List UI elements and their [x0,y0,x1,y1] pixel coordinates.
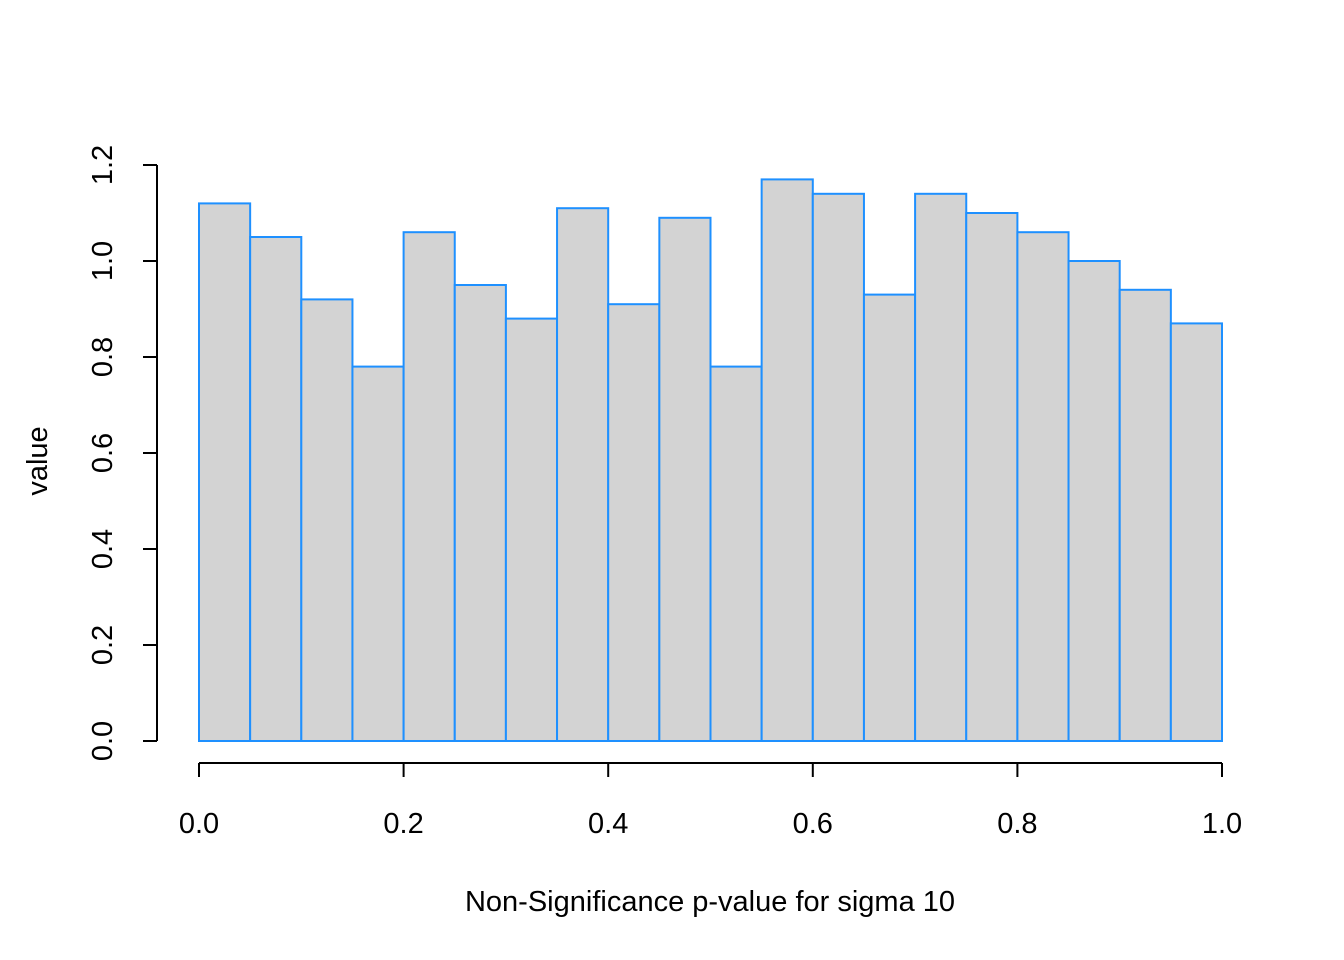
y-tick-label-5: 1.0 [87,241,119,281]
bar-11 [760,178,814,742]
bar-9 [658,216,712,743]
bar-16 [1016,231,1070,742]
bar-14 [914,192,968,743]
bar-17 [1067,260,1121,742]
y-tick-label-4: 0.8 [87,337,119,377]
y-tick-label-3: 0.6 [87,433,119,473]
bar-10 [709,365,763,742]
x-tick-label-2: 0.4 [588,808,628,840]
bar-15 [965,212,1019,742]
y-tick-label-0: 0.0 [87,721,119,761]
bar-8 [607,303,661,742]
bar-13 [862,293,917,742]
x-tick-label-0: 0.0 [179,808,219,840]
bar-6 [504,317,559,742]
bar-2 [300,298,354,742]
bar-19 [1169,322,1223,742]
bar-0 [198,202,252,742]
bar-12 [811,192,865,743]
x-axis-title: Non-Significance p-value for sigma 10 [465,886,955,918]
y-tick-label-1: 0.2 [87,625,119,665]
y-tick-label-2: 0.4 [87,529,119,569]
bar-3 [351,365,405,742]
bar-1 [249,236,303,742]
y-tick-label-6: 1.2 [87,145,119,185]
x-axis: 0.0 0.2 0.4 0.6 0.8 1.0 [179,762,1242,840]
bar-7 [556,207,610,742]
y-axis: 0.0 0.2 0.4 0.6 0.8 1.0 1.2 [87,145,158,761]
x-tick-label-4: 0.8 [997,808,1037,840]
y-axis-title: value [22,426,54,495]
bars-layer [198,178,1223,743]
bar-5 [453,284,507,742]
x-tick-label-3: 0.6 [793,808,833,840]
bar-4 [402,231,456,742]
x-tick-label-1: 0.2 [383,808,423,840]
bar-18 [1118,288,1172,742]
x-tick-label-5: 1.0 [1202,808,1242,840]
